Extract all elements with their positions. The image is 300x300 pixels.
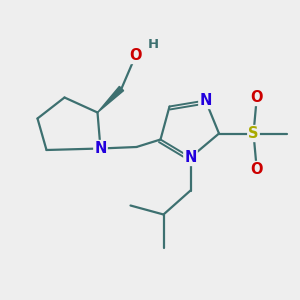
Text: N: N xyxy=(94,141,107,156)
Text: O: O xyxy=(250,90,263,105)
Text: N: N xyxy=(199,93,212,108)
Text: O: O xyxy=(250,162,263,177)
Text: S: S xyxy=(248,126,259,141)
Text: N: N xyxy=(184,150,197,165)
Text: H: H xyxy=(148,38,159,51)
Text: O: O xyxy=(129,48,141,63)
Polygon shape xyxy=(98,86,124,112)
